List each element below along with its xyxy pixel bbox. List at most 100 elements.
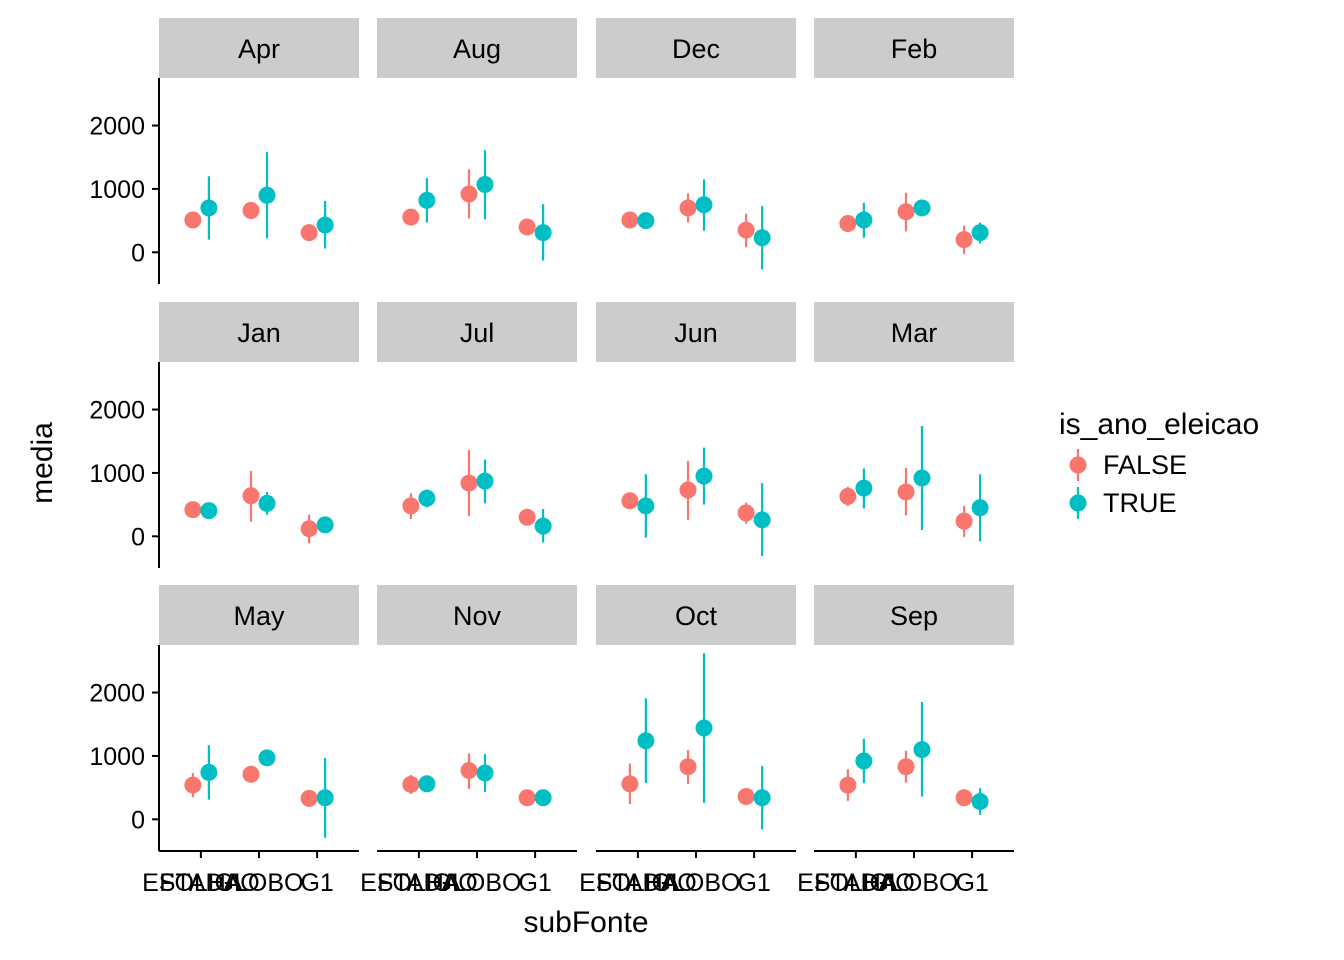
data-point bbox=[855, 211, 873, 229]
data-point bbox=[258, 186, 276, 204]
y-tick-label: 2000 bbox=[89, 397, 145, 425]
x-tick-label: GLOBO bbox=[215, 869, 304, 897]
data-point bbox=[897, 483, 915, 501]
legend-label: FALSE bbox=[1103, 450, 1187, 480]
facet-strip-label: Jan bbox=[237, 318, 281, 348]
data-point bbox=[184, 211, 202, 229]
data-point bbox=[418, 191, 436, 209]
facet-panel-aug: Aug bbox=[377, 18, 577, 261]
data-point bbox=[679, 481, 697, 499]
facet-strip bbox=[596, 585, 796, 645]
y-tick-label: 0 bbox=[131, 806, 145, 834]
y-tick-label: 0 bbox=[131, 239, 145, 267]
legend-items: FALSE TRUE bbox=[1069, 449, 1187, 519]
facet-strip bbox=[377, 18, 577, 78]
data-point bbox=[695, 467, 713, 485]
data-point bbox=[402, 497, 420, 515]
data-point bbox=[242, 487, 260, 505]
y-tick-label: 2000 bbox=[89, 680, 145, 708]
data-point bbox=[476, 175, 494, 193]
facet-strip bbox=[159, 18, 359, 78]
data-point bbox=[753, 789, 771, 807]
data-point bbox=[839, 214, 857, 232]
y-tick-label: 1000 bbox=[89, 743, 145, 771]
data-point bbox=[316, 516, 334, 534]
facet-strip bbox=[596, 302, 796, 362]
data-point bbox=[518, 508, 536, 526]
data-point bbox=[476, 764, 494, 782]
facet-strip-label: Sep bbox=[890, 601, 938, 631]
legend-item-false: FALSE bbox=[1069, 449, 1187, 481]
data-point bbox=[200, 763, 218, 781]
x-tick-label: G1 bbox=[737, 869, 770, 897]
legend-key-point bbox=[1069, 494, 1087, 512]
legend-title: is_ano_eleicao bbox=[1059, 408, 1259, 441]
data-point bbox=[518, 789, 536, 807]
data-point bbox=[316, 789, 334, 807]
data-point bbox=[913, 741, 931, 759]
facet-panel-nov: Nov bbox=[377, 585, 577, 858]
facet-panel-may: May 0 1000 2000 bbox=[89, 585, 359, 858]
data-point bbox=[534, 224, 552, 242]
x-tick-label: FOLHA bbox=[814, 869, 898, 897]
data-point bbox=[300, 789, 318, 807]
data-point bbox=[637, 212, 655, 230]
data-point bbox=[621, 775, 639, 793]
data-point bbox=[897, 203, 915, 221]
data-point bbox=[258, 749, 276, 767]
data-point bbox=[534, 789, 552, 807]
x-tick-label: ESTADAO bbox=[142, 869, 260, 897]
data-point bbox=[971, 499, 989, 517]
data-point bbox=[913, 199, 931, 217]
x-tick-label: G1 bbox=[300, 869, 333, 897]
facet-strip-label: Oct bbox=[675, 601, 718, 631]
facet-panels: Apr 0 1000 2000 Aug Dec Feb Jan 0 1000 2000 Jul Jun M… bbox=[89, 18, 1014, 858]
facet-strip bbox=[377, 302, 577, 362]
data-point bbox=[679, 758, 697, 776]
y-tick-label: 1000 bbox=[89, 460, 145, 488]
data-point bbox=[402, 775, 420, 793]
legend: is_ano_eleicao FALSE TRUE bbox=[1059, 408, 1259, 519]
y-tick-label: 1000 bbox=[89, 176, 145, 204]
facet-strip-label: Jun bbox=[674, 318, 718, 348]
facet-strip-label: Aug bbox=[453, 34, 501, 64]
data-point bbox=[242, 765, 260, 783]
facet-panel-dec: Dec bbox=[596, 18, 796, 270]
data-point bbox=[971, 793, 989, 811]
x-axis-title: subFonte bbox=[523, 906, 648, 939]
legend-key-point bbox=[1069, 456, 1087, 474]
data-point bbox=[897, 758, 915, 776]
data-point bbox=[839, 487, 857, 505]
facet-strip-label: Mar bbox=[891, 318, 938, 348]
x-tick-label: G1 bbox=[518, 869, 551, 897]
data-point bbox=[402, 208, 420, 226]
data-point bbox=[913, 469, 931, 487]
data-point bbox=[695, 719, 713, 737]
facet-strip-label: Feb bbox=[891, 34, 938, 64]
data-point bbox=[300, 224, 318, 242]
legend-item-true: TRUE bbox=[1069, 487, 1177, 519]
data-point bbox=[695, 196, 713, 214]
x-tick-label: GLOBO bbox=[870, 869, 959, 897]
x-tick-label: ESTADAO bbox=[579, 869, 697, 897]
data-point bbox=[753, 511, 771, 529]
data-point bbox=[955, 231, 973, 249]
data-point bbox=[855, 752, 873, 770]
facet-panel-feb: Feb bbox=[814, 18, 1014, 255]
data-point bbox=[971, 224, 989, 242]
data-point bbox=[316, 216, 334, 234]
facet-strip-label: Apr bbox=[238, 34, 280, 64]
data-point bbox=[679, 199, 697, 217]
data-point bbox=[621, 211, 639, 229]
data-point bbox=[242, 201, 260, 219]
facet-strip bbox=[159, 585, 359, 645]
data-point bbox=[737, 787, 755, 805]
data-point bbox=[418, 489, 436, 507]
facet-strip bbox=[596, 18, 796, 78]
facet-strip bbox=[814, 585, 1014, 645]
data-point bbox=[637, 732, 655, 750]
x-tick-label: FOLHA bbox=[159, 869, 243, 897]
facet-strip-label: Nov bbox=[453, 601, 502, 631]
